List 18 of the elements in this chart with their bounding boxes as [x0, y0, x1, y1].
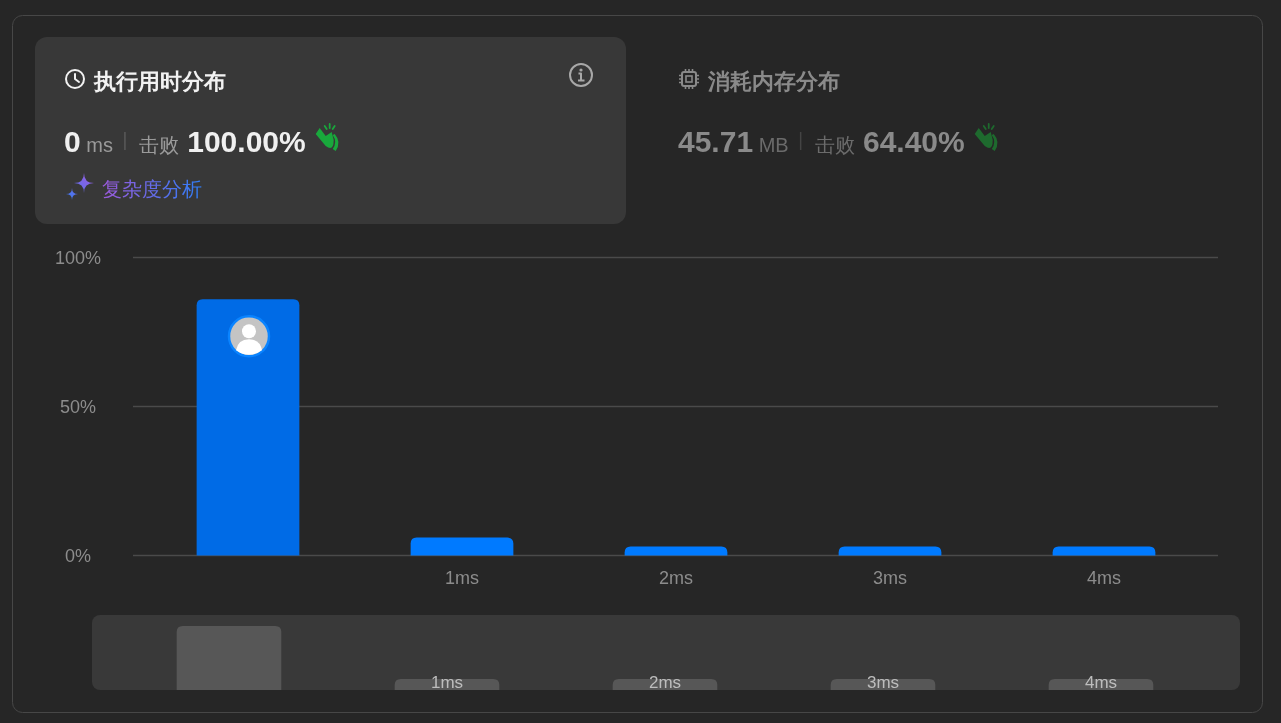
x-tick-label: 3ms	[872, 568, 908, 588]
x-tick-label: 2ms	[648, 673, 682, 692]
x-tick-label: 4ms	[1086, 568, 1122, 588]
text: 复杂度分析	[102, 178, 202, 200]
text: 消耗内存分布	[707, 69, 840, 94]
x-tick-label: 1ms	[430, 673, 464, 692]
text: 击败 64.40%	[814, 125, 965, 158]
y-tick-label: 50%	[59, 396, 97, 417]
x-tick-label: 3ms	[866, 673, 900, 692]
text: 0 ms	[64, 125, 113, 158]
x-tick-label: 1ms	[444, 568, 480, 588]
y-tick-label: 100%	[54, 247, 102, 268]
chart-title: 执行用时分布	[93, 69, 226, 94]
x-tick-label: 4ms	[1084, 673, 1118, 692]
x-tick-label: 2ms	[658, 568, 694, 588]
text: 45.71 MB	[678, 125, 789, 158]
text: 击败 100.00%	[138, 125, 306, 158]
y-tick-label: 0%	[64, 545, 92, 566]
